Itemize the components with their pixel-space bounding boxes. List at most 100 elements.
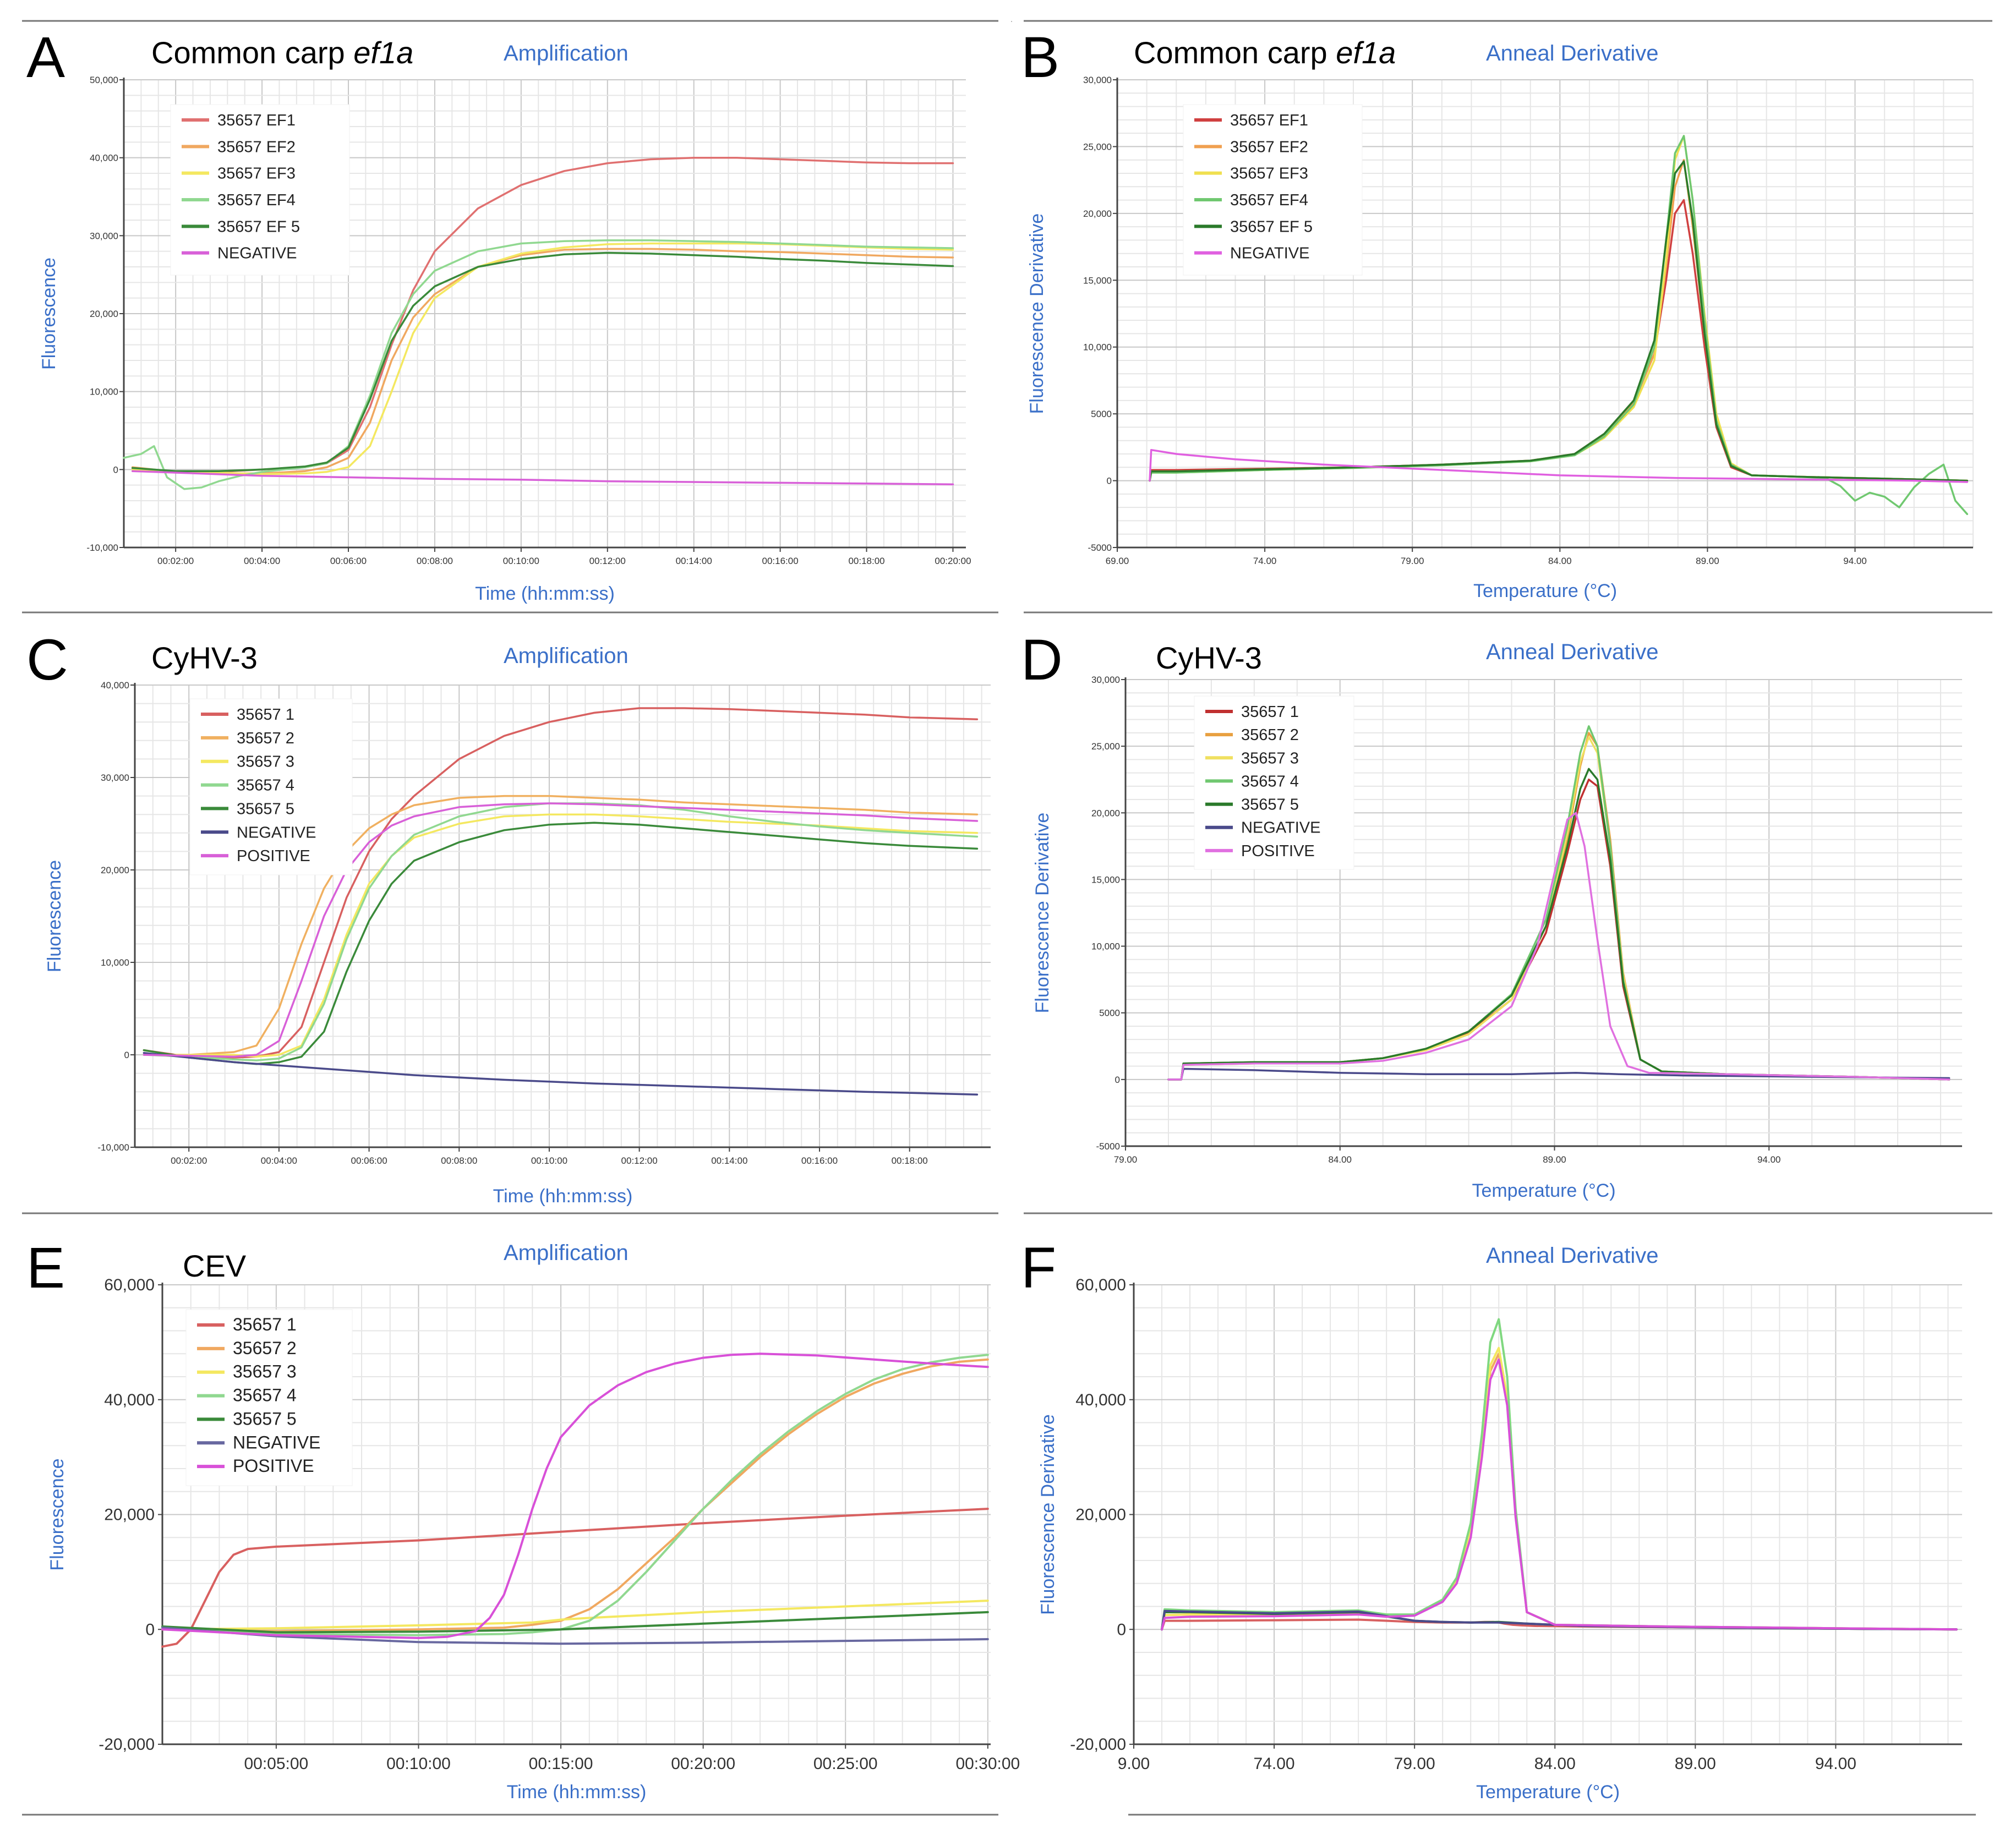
legend-label: 35657 1 <box>233 1315 297 1334</box>
legend-label: 35657 EF1 <box>1230 112 1308 129</box>
panel-title: Common carp ef1a <box>151 35 413 70</box>
panel-title: CEV <box>183 1248 247 1283</box>
x-tick-label: 00:14:00 <box>711 1156 747 1166</box>
x-tick-label: 79.00 <box>1394 1755 1435 1773</box>
y-tick-label: -20,000 <box>99 1735 155 1754</box>
x-tick-label: 84.00 <box>1534 1755 1576 1773</box>
y-axis-label: Fluorescence <box>44 860 65 972</box>
series-line <box>123 239 954 490</box>
series-line <box>143 795 979 1056</box>
legend-label: 35657 EF 5 <box>1230 218 1313 236</box>
x-tick-label: 00:18:00 <box>892 1156 928 1166</box>
x-axis-label: Time (hh:mm:ss) <box>493 1186 633 1207</box>
chart-title: Anneal Derivative <box>1486 1244 1659 1268</box>
legend-label: NEGATIVE <box>237 824 316 841</box>
x-tick-label: 89.00 <box>1696 556 1719 566</box>
legend-label: 35657 EF1 <box>217 112 296 129</box>
y-tick-label: 20,000 <box>1083 209 1112 219</box>
series-line <box>143 1052 979 1096</box>
legend-label: NEGATIVE <box>233 1432 320 1452</box>
x-tick-label: 84.00 <box>1328 1154 1352 1165</box>
x-tick-label: 89.00 <box>1543 1154 1566 1165</box>
y-tick-label: 5000 <box>1091 409 1112 419</box>
x-tick-label: 00:10:00 <box>531 1156 567 1166</box>
legend-label: 35657 EF3 <box>1230 165 1308 183</box>
panel-title: Common carp ef1a <box>1134 35 1396 70</box>
y-tick-label: 0 <box>1115 1075 1120 1085</box>
y-tick-label: 0 <box>1107 476 1112 486</box>
series-line <box>161 1611 989 1634</box>
x-tick-label: 00:10:00 <box>386 1755 451 1773</box>
y-axis-label: Fluorescence Derivative <box>1026 213 1047 414</box>
panel-letter: F <box>1021 1236 1056 1300</box>
y-tick-label: 40,000 <box>1075 1391 1126 1409</box>
series-group <box>123 156 954 490</box>
x-tick-label: 00:04:00 <box>244 556 280 566</box>
legend-label: POSITIVE <box>233 1456 314 1476</box>
legend-label: 35657 EF4 <box>1230 191 1308 209</box>
x-tick-label: 84.00 <box>1548 556 1572 566</box>
series-line <box>161 1354 989 1636</box>
x-axis-label: Time (hh:mm:ss) <box>507 1782 647 1803</box>
legend-label: 35657 EF3 <box>217 165 296 183</box>
y-tick-label: 0 <box>113 464 118 475</box>
y-tick-label: 40,000 <box>90 153 118 163</box>
panel-title-gene: ef1a <box>1336 35 1396 70</box>
legend-label: 35657 1 <box>1241 703 1299 721</box>
panel-title-gene: ef1a <box>353 35 413 70</box>
series-line <box>1161 1358 1958 1631</box>
panel-letter: E <box>26 1236 65 1300</box>
y-tick-label: -20,000 <box>1070 1735 1126 1754</box>
legend: 35657 EF1 35657 EF2 35657 EF3 35657 EF4 3565… <box>1183 104 1363 276</box>
legend-label: 35657 2 <box>237 730 294 747</box>
series-line <box>161 1352 989 1639</box>
y-tick-label: -5000 <box>1088 543 1112 553</box>
legend-box <box>185 1309 353 1486</box>
legend-label: 35657 4 <box>237 777 294 795</box>
panel-d: D CyHV-3 Anneal Derivative 79.00 84.00 89.00 9… <box>1021 628 1962 1201</box>
legend-label: 35657 3 <box>233 1362 297 1382</box>
legend-label: 35657 1 <box>237 706 294 724</box>
series-line <box>143 802 979 1061</box>
grid <box>1133 1284 1962 1745</box>
x-tick-label: 00:20:00 <box>671 1755 735 1773</box>
y-tick-label: 10,000 <box>101 957 129 968</box>
y-tick-label: 10,000 <box>1091 941 1120 952</box>
y-tick-label: 20,000 <box>1075 1506 1126 1524</box>
y-axis-label: Fluorescence <box>39 258 59 370</box>
x-axis-label: Time (hh:mm:ss) <box>475 583 615 604</box>
legend-label: 35657 4 <box>233 1386 297 1405</box>
legend-label: NEGATIVE <box>217 245 297 262</box>
panel-letter: D <box>1021 628 1063 692</box>
legend: 35657 1 35657 2 35657 3 35657 4 35657 5 NEGAT… <box>1194 696 1354 870</box>
panel-title-text: Common carp <box>151 35 353 70</box>
panel-title: CyHV-3 <box>1156 640 1262 675</box>
series-line <box>143 802 979 1058</box>
legend-label: POSITIVE <box>1241 842 1315 860</box>
x-tick-label: 00:18:00 <box>848 556 884 566</box>
y-tick-label: 15,000 <box>1083 275 1112 286</box>
legend-label: 35657 4 <box>1241 773 1299 790</box>
x-tick-label: 94.00 <box>1815 1755 1856 1773</box>
y-tick-label: 20,000 <box>1091 808 1120 818</box>
series-line <box>131 251 954 472</box>
x-tick-label: 79.00 <box>1401 556 1424 566</box>
y-tick-label: 10,000 <box>1083 342 1112 353</box>
chart-title: Amplification <box>504 644 629 668</box>
legend: 35657 EF1 35657 EF2 35657 EF3 35657 EF4 3565… <box>170 104 350 276</box>
y-axis-label: Fluorescence Derivative <box>1032 813 1053 1014</box>
y-tick-label: 25,000 <box>1083 141 1112 152</box>
series-line <box>1149 160 1969 482</box>
x-tick-label: 69.00 <box>1106 556 1129 566</box>
y-tick-label: 30,000 <box>101 773 129 783</box>
y-tick-label: 50,000 <box>90 75 118 85</box>
panel-c: C CyHV-3 Amplification 00:02:00 00:04:00 00:0… <box>26 628 991 1207</box>
series-line <box>1149 448 1969 483</box>
x-axis-label: Temperature (°C) <box>1473 581 1617 601</box>
y-tick-label: 15,000 <box>1091 874 1120 885</box>
y-tick-label: 0 <box>1117 1620 1126 1639</box>
x-tick-label: 00:16:00 <box>762 556 799 566</box>
x-tick-label: 9.00 <box>1118 1755 1150 1773</box>
legend-label: 35657 5 <box>1241 796 1299 814</box>
